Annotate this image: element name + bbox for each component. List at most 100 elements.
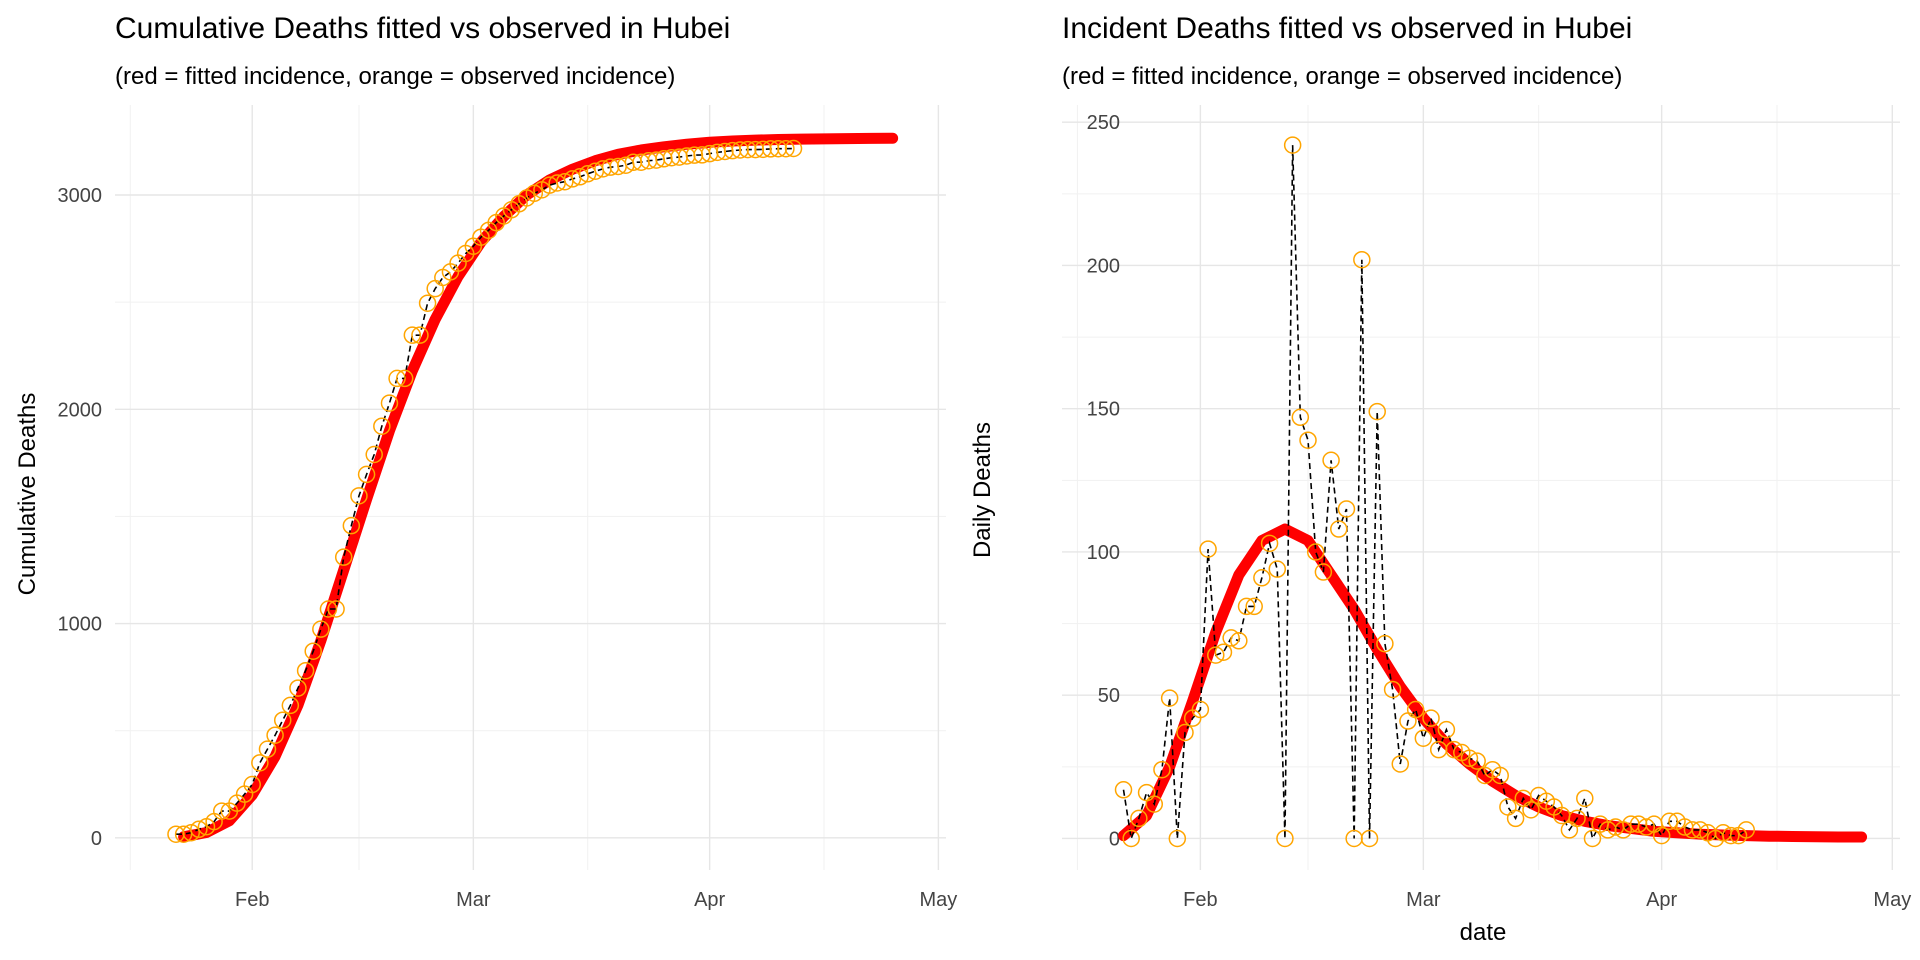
observed-point (1153, 760, 1171, 779)
observed-point (1353, 250, 1371, 269)
x-tick-label: May (919, 889, 957, 911)
observed-point (1245, 597, 1263, 616)
y-tick-label: 250 (1087, 112, 1120, 134)
observed-point (373, 417, 391, 435)
y-tick-label: 150 (1087, 399, 1120, 421)
observed-line (175, 147, 794, 836)
observed-point (1222, 629, 1240, 647)
grid (1062, 105, 1900, 870)
observed-point (1568, 809, 1586, 828)
observed-point (1437, 720, 1456, 739)
observed-point (1468, 752, 1486, 770)
observed-point (1230, 632, 1248, 650)
observed-point (266, 726, 284, 744)
observed-point (1322, 451, 1340, 470)
observed-point (1406, 700, 1425, 719)
observed-point (1299, 431, 1317, 449)
observed-point (182, 823, 200, 842)
observed-point (563, 170, 582, 188)
observed-point (1737, 821, 1755, 839)
observed-point (365, 445, 383, 464)
observed-point (251, 754, 269, 772)
observed-line (1122, 145, 1747, 842)
observed-point (312, 620, 330, 638)
y-tick-label: 3000 (58, 185, 103, 207)
observed-point (1337, 500, 1356, 518)
observed-point (1376, 634, 1394, 653)
observed-point (1422, 709, 1440, 727)
observed-point (556, 172, 574, 191)
x-tick-label: Apr (1646, 889, 1677, 911)
observed-point (411, 326, 429, 344)
observed-point (1114, 781, 1133, 799)
observed-point (1691, 821, 1709, 839)
observed-point (1191, 700, 1210, 719)
observed-point (1383, 680, 1402, 699)
observed-point (1491, 766, 1509, 785)
observed-point (571, 168, 589, 186)
observed-point (342, 516, 361, 535)
x-tick-label: Mar (1406, 889, 1441, 911)
observed-point (243, 775, 261, 794)
x-tick-label: May (1873, 889, 1911, 911)
observed-point (1637, 818, 1656, 836)
observed-point (1460, 749, 1479, 768)
observed-point (1330, 520, 1348, 538)
observed-point (525, 184, 544, 203)
observed-point (258, 740, 277, 758)
observed-point (403, 326, 422, 344)
grid (115, 105, 946, 870)
observed-point (1652, 826, 1671, 845)
fitted-line (178, 132, 899, 843)
chart-title: Incident Deaths fitted vs observed in Hu… (1062, 12, 1632, 45)
observed-point (319, 600, 338, 618)
cumulative-deaths-panel: Cumulative Deaths fitted vs observed in … (14, 12, 957, 911)
incident-deaths-panel: Incident Deaths fitted vs observed in Hu… (969, 12, 1911, 946)
fitted-line (1118, 523, 1868, 843)
observed-point (1306, 543, 1325, 561)
observed-point (1122, 829, 1140, 848)
observed-point (1445, 740, 1463, 759)
observed-point (1499, 798, 1517, 816)
y-tick-label: 2000 (58, 399, 103, 421)
observed-point (1145, 795, 1164, 813)
observed-point (1583, 829, 1602, 848)
chart-subtitle: (red = fitted incidence, orange = observ… (115, 63, 675, 90)
chart-title: Cumulative Deaths fitted vs observed in … (115, 12, 730, 45)
y-tick-label: 100 (1087, 542, 1120, 564)
observed-point (1722, 826, 1740, 845)
y-axis-title: Daily Deaths (969, 422, 996, 558)
y-tick-label: 200 (1087, 255, 1120, 277)
observed-point (1207, 646, 1225, 664)
observed-point (327, 600, 345, 618)
y-axis-title: Cumulative Deaths (14, 393, 41, 596)
observed-point (418, 294, 437, 312)
observed-point (578, 165, 597, 183)
observed-point (281, 696, 300, 715)
observed-point (1176, 723, 1194, 742)
observed-point (1253, 569, 1271, 587)
observed-point (1160, 689, 1179, 707)
observed-point (380, 394, 399, 412)
observed-point (1368, 402, 1386, 421)
observed-point (1414, 729, 1433, 747)
y-tick-label: 0 (91, 828, 102, 850)
observed-point (357, 465, 376, 484)
observed-point (190, 820, 208, 839)
x-tick-label: Feb (235, 889, 269, 911)
observed-point (289, 679, 307, 697)
observed-point (273, 711, 292, 729)
observed-point (1130, 809, 1148, 828)
observed-point (304, 642, 322, 660)
observed-point (388, 369, 406, 388)
chart-subtitle: (red = fitted incidence, orange = observ… (1062, 63, 1622, 90)
x-axis-title: date (1460, 919, 1507, 946)
observed-point (350, 487, 368, 505)
x-tick-label: Mar (456, 889, 491, 911)
observed-point (1360, 829, 1379, 848)
observed-point (1522, 801, 1540, 819)
y-tick-label: 50 (1098, 685, 1120, 707)
observed-point (1268, 560, 1287, 578)
observed-point (1291, 408, 1310, 427)
